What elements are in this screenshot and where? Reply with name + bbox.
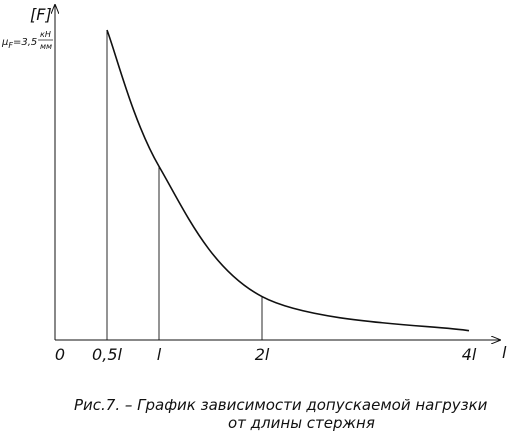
x-tick-label: 0 (55, 345, 65, 364)
y-max-annotation: μF=3,5 кН мм (1, 30, 53, 51)
x-axis-label: l (502, 343, 507, 362)
y-annotation-value: =3,5 (13, 37, 37, 48)
x-tick-labels: 0 0,5l l 2l 4l (55, 345, 477, 364)
x-tick-label: l (157, 345, 162, 364)
y-annotation-unit-den: мм (40, 42, 52, 51)
drop-lines (106, 30, 263, 340)
y-annotation-unit-num: кН (40, 30, 51, 39)
caption-line-2: от длины стержня (228, 414, 375, 432)
y-annotation-subscript: F (8, 41, 13, 50)
caption-line-1: Рис.7. – График зависимости допускаемой … (74, 396, 488, 414)
svg-text:μF=3,5: μF=3,5 (1, 37, 37, 50)
x-tick-label: 2l (255, 345, 270, 364)
y-axis-label: [F] (30, 5, 52, 24)
load-curve (106, 29, 470, 332)
x-tick-label: 4l (462, 345, 477, 364)
x-tick-label: 0,5l (92, 345, 122, 364)
y-annotation-prefix: μ (1, 37, 8, 48)
